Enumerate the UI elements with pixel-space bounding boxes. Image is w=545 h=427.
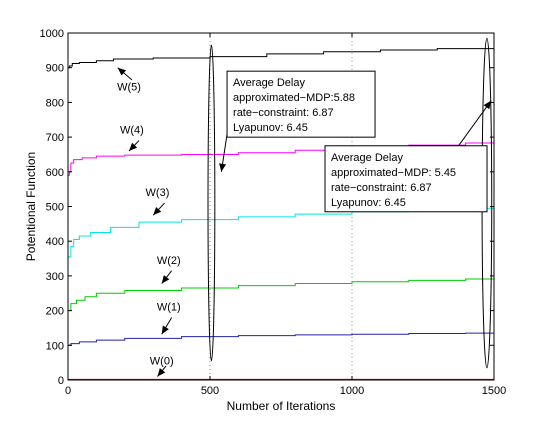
- y-tick-label: 100: [46, 340, 64, 352]
- x-tick-label: 1000: [340, 385, 364, 397]
- annotation-box-line: approximated−MDP: 5.45: [331, 167, 456, 179]
- label-arrow-3-head: [161, 275, 170, 284]
- series-label-2: W(3): [146, 187, 170, 199]
- annotation-box-title-1: Average Delay: [331, 152, 403, 164]
- y-tick-label: 800: [46, 97, 64, 109]
- series-line-0: [68, 46, 495, 69]
- x-axis-label: Number of Iterations: [227, 399, 336, 413]
- label-arrow-2-head: [153, 206, 162, 216]
- label-arrow-5-head: [157, 368, 166, 377]
- annotation-box-title-0: Average Delay: [233, 77, 305, 89]
- box-arrow-1-head: [483, 100, 492, 110]
- series-label-4: W(1): [157, 302, 181, 314]
- y-tick-label: 600: [46, 167, 64, 179]
- y-tick-label: 0: [58, 375, 64, 387]
- annotation-box-1: [324, 145, 488, 213]
- label-arrow-1-head: [129, 142, 138, 151]
- x-tick-label: 0: [65, 385, 71, 397]
- annotation-layer: W(5) W(4) W(3) W(2) W(1) W(0) Average Delay app…: [117, 37, 493, 377]
- y-axis-label: Potentional Function: [24, 152, 38, 261]
- series-line-3: [68, 278, 495, 312]
- annotation-box-line: approximated−MDP:5.88: [233, 92, 355, 104]
- series-label-0: W(5): [117, 81, 141, 93]
- x-tick-label: 500: [201, 385, 219, 397]
- series-label-5: W(0): [150, 355, 174, 367]
- axes: 0 500 1000 1500 0 100 200 300 400 500 600 700 800 900…: [40, 28, 507, 397]
- y-tick-label: 900: [46, 63, 64, 75]
- y-tick-label: 1000: [40, 28, 64, 40]
- y-tick-label: 400: [46, 236, 64, 248]
- y-tick-label: 500: [46, 202, 64, 214]
- annotation-box-line: Lyapunov: 6.45: [233, 122, 308, 134]
- annotation-box-line: rate−constraint: 6.87: [233, 107, 334, 119]
- highlight-ellipse-0: [207, 44, 216, 362]
- label-arrow-0-head: [117, 67, 127, 76]
- annotation-box-0: [226, 70, 376, 138]
- box-arrow-1: [458, 100, 492, 147]
- annotation-box-line: rate−constraint: 6.87: [331, 182, 432, 194]
- annotation-box-line: Lyapunov: 6.45: [331, 197, 406, 209]
- series-label-3: W(2): [157, 255, 181, 267]
- x-tick-label: 1500: [482, 385, 506, 397]
- y-tick-label: 200: [46, 306, 64, 318]
- series-label-1: W(4): [120, 125, 144, 137]
- y-tick-label: 300: [46, 271, 64, 283]
- label-arrow-4-head: [161, 325, 169, 335]
- y-tick-label: 700: [46, 132, 64, 144]
- box-arrow-0-head: [219, 163, 227, 172]
